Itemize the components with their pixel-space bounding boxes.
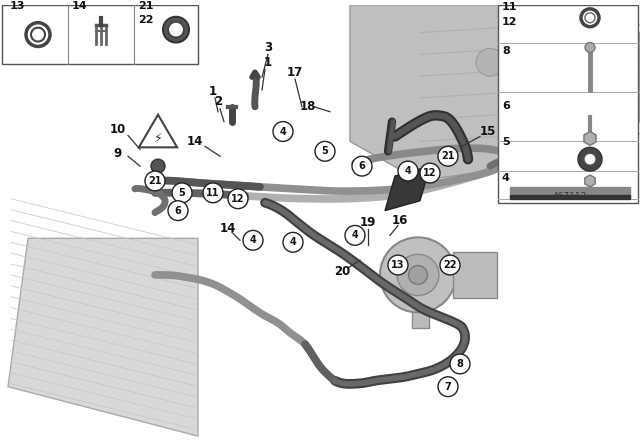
Text: 4: 4: [502, 173, 510, 183]
Circle shape: [543, 40, 567, 64]
Circle shape: [585, 43, 595, 52]
Text: 15: 15: [480, 125, 496, 138]
Text: 1: 1: [264, 56, 272, 69]
Text: 3: 3: [264, 41, 272, 54]
Circle shape: [388, 255, 408, 275]
Text: 1: 1: [209, 86, 217, 99]
Circle shape: [168, 22, 184, 38]
Text: ⚡: ⚡: [154, 132, 163, 145]
Text: 12: 12: [502, 17, 518, 27]
Circle shape: [31, 28, 45, 42]
Text: 11: 11: [502, 2, 518, 12]
Circle shape: [172, 183, 192, 203]
Text: 18: 18: [300, 100, 316, 113]
Circle shape: [163, 17, 189, 43]
Circle shape: [578, 147, 602, 171]
Polygon shape: [510, 187, 630, 197]
Text: 6: 6: [502, 101, 510, 111]
Text: 8: 8: [456, 359, 463, 369]
Circle shape: [352, 156, 372, 176]
Circle shape: [512, 74, 548, 110]
Text: 6: 6: [175, 206, 181, 215]
Text: 6: 6: [358, 161, 365, 171]
Circle shape: [408, 266, 428, 284]
Text: 8: 8: [502, 47, 509, 56]
Text: 14: 14: [220, 222, 236, 235]
Text: 4: 4: [404, 166, 412, 176]
Circle shape: [450, 354, 470, 374]
Circle shape: [283, 233, 303, 252]
Text: 13: 13: [10, 1, 26, 11]
Text: 7: 7: [445, 382, 451, 392]
Circle shape: [203, 183, 223, 203]
Text: 22: 22: [444, 260, 457, 270]
Polygon shape: [350, 5, 640, 181]
Circle shape: [438, 146, 458, 166]
Circle shape: [397, 254, 439, 296]
Text: 4: 4: [250, 235, 257, 246]
Text: 467112: 467112: [553, 192, 587, 201]
Circle shape: [243, 230, 263, 250]
Circle shape: [145, 171, 165, 191]
Circle shape: [168, 201, 188, 220]
Text: 22: 22: [138, 15, 154, 25]
Text: 21: 21: [148, 176, 162, 186]
Text: 20: 20: [334, 266, 350, 279]
Text: 5: 5: [179, 188, 186, 198]
Text: 16: 16: [392, 214, 408, 227]
Text: 14: 14: [187, 135, 203, 148]
Circle shape: [273, 121, 293, 142]
Polygon shape: [385, 166, 430, 211]
Text: 12: 12: [231, 194, 244, 204]
Text: 5: 5: [322, 146, 328, 156]
FancyBboxPatch shape: [412, 311, 429, 328]
Text: 10: 10: [110, 123, 126, 136]
Circle shape: [476, 48, 504, 76]
Circle shape: [398, 161, 418, 181]
Text: 19: 19: [360, 216, 376, 229]
Text: 9: 9: [114, 147, 122, 160]
Text: 17: 17: [287, 66, 303, 79]
Polygon shape: [510, 195, 630, 199]
Text: 4: 4: [280, 126, 286, 137]
Circle shape: [151, 159, 165, 173]
Circle shape: [420, 163, 440, 183]
Text: 21: 21: [138, 1, 154, 11]
Circle shape: [345, 225, 365, 245]
Text: 5: 5: [502, 138, 509, 147]
Text: 13: 13: [391, 260, 404, 270]
Text: 2: 2: [214, 95, 222, 108]
Circle shape: [26, 23, 50, 47]
FancyBboxPatch shape: [453, 252, 497, 297]
Polygon shape: [139, 115, 177, 147]
Circle shape: [585, 13, 595, 23]
Text: 21: 21: [441, 151, 455, 161]
Circle shape: [380, 237, 456, 313]
Text: 11: 11: [206, 188, 220, 198]
Circle shape: [315, 142, 335, 161]
Circle shape: [438, 377, 458, 396]
Circle shape: [440, 255, 460, 275]
Text: 14: 14: [72, 1, 88, 11]
Text: 4: 4: [290, 237, 296, 247]
FancyBboxPatch shape: [498, 5, 638, 203]
Text: 4: 4: [351, 230, 358, 241]
Circle shape: [228, 189, 248, 209]
Polygon shape: [8, 238, 198, 436]
Circle shape: [584, 153, 596, 165]
Circle shape: [581, 9, 599, 27]
Text: 12: 12: [423, 168, 436, 178]
FancyBboxPatch shape: [2, 5, 198, 64]
